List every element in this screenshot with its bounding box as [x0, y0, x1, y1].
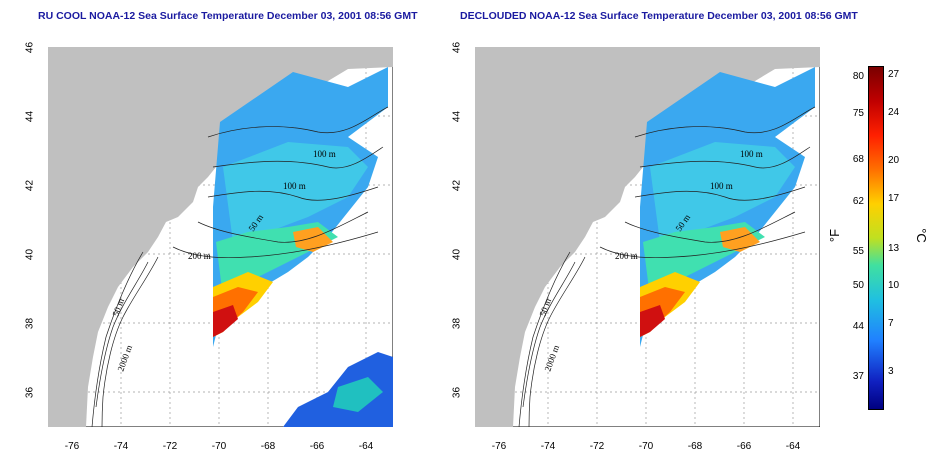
celsius-tick: 27 — [888, 69, 900, 80]
lat-tick: 46 — [24, 41, 36, 54]
bathymetry-contours — [91, 106, 389, 427]
lat-tick: 38 — [24, 317, 36, 330]
lon-tick: -76 — [64, 441, 80, 452]
lat-tick: 40 — [24, 248, 36, 261]
lat-tick: 40 — [451, 248, 463, 261]
temperature-colorbar — [868, 66, 884, 410]
fahrenheit-tick: 68 — [852, 154, 864, 165]
celsius-unit-label: °C — [913, 228, 929, 243]
lat-tick: 36 — [24, 386, 36, 399]
lon-tick: -66 — [736, 441, 752, 452]
lon-tick: -76 — [491, 441, 507, 452]
map-panel-right: 100 m 100 m 50 m 200 m 50 m 2000 m — [475, 47, 820, 427]
celsius-tick: 20 — [888, 155, 900, 166]
lon-tick: -68 — [687, 441, 703, 452]
bathymetry-contours — [518, 106, 816, 427]
lon-tick: -68 — [260, 441, 276, 452]
lat-tick: 38 — [451, 317, 463, 330]
lat-tick: 46 — [451, 41, 463, 54]
lat-tick: 36 — [451, 386, 463, 399]
panel-title-left: RU COOL NOAA-12 Sea Surface Temperature … — [38, 10, 418, 22]
fahrenheit-unit-label: °F — [827, 228, 843, 243]
lon-tick: -70 — [638, 441, 654, 452]
fahrenheit-tick: 62 — [852, 196, 864, 207]
celsius-tick: 24 — [888, 107, 900, 118]
contour-label: 200 m — [615, 251, 638, 261]
contour-label: 100 m — [283, 181, 306, 191]
lon-tick: -74 — [540, 441, 556, 452]
celsius-tick: 13 — [888, 243, 900, 254]
lon-tick: -70 — [211, 441, 227, 452]
lon-tick: -66 — [309, 441, 325, 452]
panel-title-right: DECLOUDED NOAA-12 Sea Surface Temperatur… — [460, 10, 858, 22]
contour-label: 200 m — [188, 251, 211, 261]
fahrenheit-tick: 50 — [852, 280, 864, 291]
celsius-tick: 17 — [888, 193, 900, 204]
fahrenheit-tick: 75 — [852, 108, 864, 119]
lon-tick: -64 — [358, 441, 374, 452]
land-mass — [475, 47, 820, 427]
fahrenheit-tick: 80 — [852, 71, 864, 82]
celsius-tick: 7 — [888, 318, 894, 329]
contour-label: 100 m — [710, 181, 733, 191]
celsius-tick: 10 — [888, 280, 900, 291]
fahrenheit-tick: 55 — [852, 246, 864, 257]
lon-tick: -72 — [589, 441, 605, 452]
lat-tick: 44 — [24, 110, 36, 123]
sst-data — [640, 67, 815, 347]
celsius-tick: 3 — [888, 366, 894, 377]
map-panel-left: 100 m 100 m 50 m 200 m 50 m 2000 m — [48, 47, 393, 427]
contour-label: 100 m — [740, 149, 763, 159]
land-mass — [48, 47, 393, 427]
lat-tick: 42 — [24, 179, 36, 192]
fahrenheit-tick: 44 — [852, 321, 864, 332]
sst-data — [213, 67, 393, 427]
lon-tick: -74 — [113, 441, 129, 452]
contour-label: 100 m — [313, 149, 336, 159]
lat-tick: 44 — [451, 110, 463, 123]
lat-tick: 42 — [451, 179, 463, 192]
fahrenheit-tick: 37 — [852, 371, 864, 382]
lon-tick: -64 — [785, 441, 801, 452]
lon-tick: -72 — [162, 441, 178, 452]
